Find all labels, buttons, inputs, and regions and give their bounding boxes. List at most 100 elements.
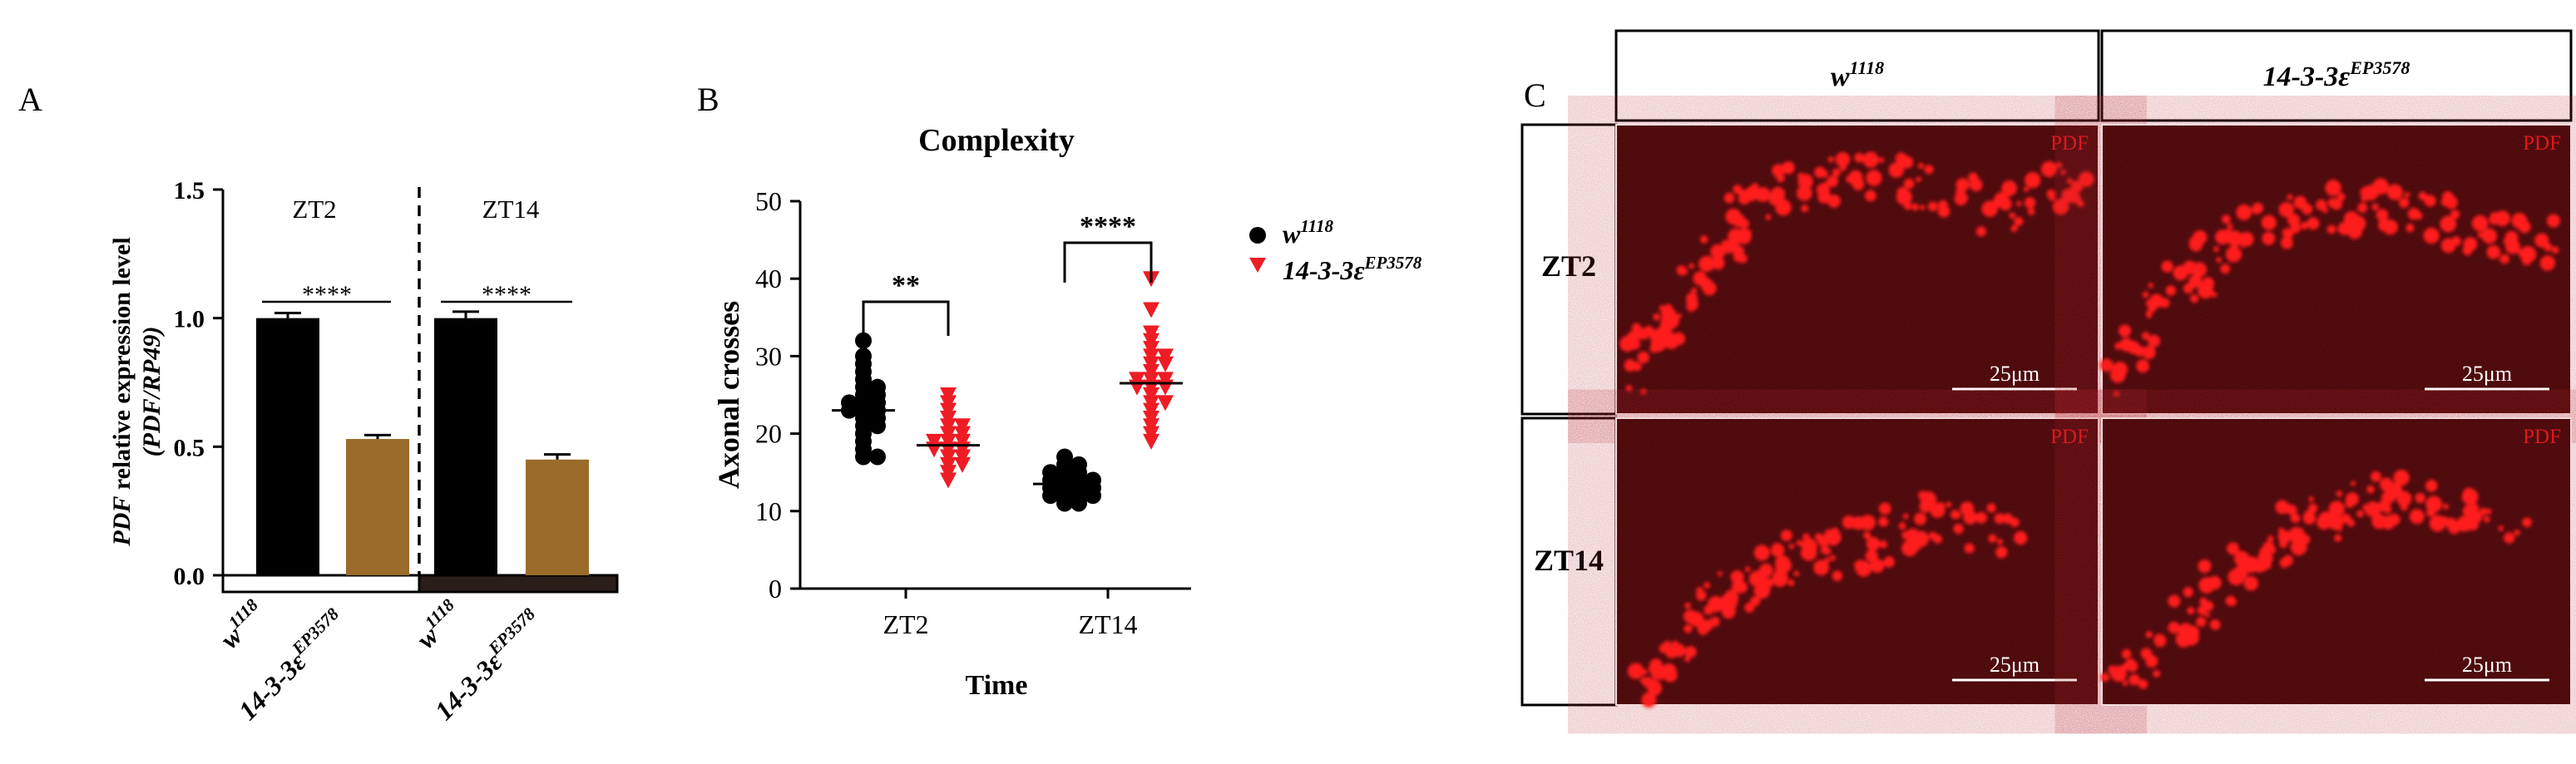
micrograph-varicosity <box>1863 531 1871 540</box>
micrograph-varicosity <box>2270 547 2277 554</box>
micrograph-varicosity <box>2337 221 2351 235</box>
panel-letter-a: A <box>18 81 42 118</box>
micrograph-varicosity <box>2423 227 2440 244</box>
micrograph-varicosity <box>1832 168 1841 177</box>
micrograph-channel-label: PDF <box>2523 426 2561 448</box>
micrograph-varicosity <box>1868 170 1881 183</box>
micrograph-varicosity <box>1723 590 1739 606</box>
panel-b-point-mut <box>1157 356 1174 372</box>
micrograph-varicosity <box>2208 575 2222 590</box>
micrograph-varicosity <box>2136 359 2150 373</box>
row-header-zt14: ZT14 <box>1534 544 1604 577</box>
micrograph-varicosity <box>1883 556 1895 568</box>
micrograph-varicosity <box>1730 209 1738 217</box>
micrograph-varicosity <box>2055 161 2063 169</box>
micrograph-varicosity <box>1625 385 1633 392</box>
panel-b-sig-zt2: ** <box>892 270 920 301</box>
micrograph-varicosity <box>2357 202 2368 214</box>
micrograph-varicosity <box>1854 152 1865 163</box>
micrograph-varicosity <box>1832 570 1843 581</box>
micrograph-varicosity <box>2287 194 2293 200</box>
micrograph-varicosity <box>1744 602 1755 613</box>
micrograph-varicosity <box>2225 595 2237 606</box>
micrograph-varicosity <box>1940 205 1948 213</box>
panel-a-sig-zt2: **** <box>302 281 352 308</box>
micrograph-varicosity <box>1746 229 1752 234</box>
micrograph-varicosity <box>2462 245 2473 256</box>
micrograph-varicosity <box>1684 624 1693 633</box>
micrograph-varicosity <box>2183 587 2193 598</box>
micrograph-varicosity <box>2215 229 2230 245</box>
micrograph-varicosity <box>1903 178 1915 190</box>
panel-b-point-wt <box>1070 495 1087 512</box>
micrograph-varicosity <box>2070 180 2084 193</box>
micrograph-varicosity <box>2010 224 2018 233</box>
panel-b-y-ticks: 0 10 20 30 40 50 <box>755 186 800 604</box>
micrograph-varicosity <box>1975 226 1987 237</box>
panel-b-point-wt <box>855 448 872 466</box>
micrograph-varicosity <box>2376 182 2387 193</box>
micrograph-varicosity <box>2351 481 2356 486</box>
micrograph-varicosity <box>2278 202 2295 218</box>
micrograph-varicosity <box>2498 525 2504 531</box>
micrograph-varicosity <box>1696 587 1703 594</box>
micrograph-varicosity <box>1866 536 1881 551</box>
panel-a-sig-zt14: **** <box>482 281 532 308</box>
micrograph-varicosity <box>1827 156 1834 163</box>
micrograph-varicosity <box>2463 487 2475 500</box>
panel-a-bars <box>256 310 589 575</box>
micrograph-varicosity <box>2069 192 2081 204</box>
micrograph-varicosity <box>2161 260 2173 273</box>
micrograph-varicosity <box>1699 274 1705 280</box>
micrograph-varicosity <box>1835 151 1851 167</box>
micrograph-varicosity <box>1824 529 1832 536</box>
micrograph-varicosity <box>1788 543 1795 550</box>
micrograph-varicosity <box>1627 663 1644 679</box>
micrograph-channel-label: PDF <box>2050 132 2089 155</box>
row-header-zt2-box <box>1520 123 1618 416</box>
micrograph-varicosity <box>2539 255 2556 271</box>
micrograph-varicosity <box>1927 201 1938 212</box>
micrograph-varicosity <box>2334 534 2342 542</box>
panel-a-y-tick-label: 0.5 <box>174 434 205 461</box>
micrograph-varicosity <box>1951 510 1960 520</box>
micrograph-varicosity <box>1902 513 1909 520</box>
micrograph-varicosity <box>1773 543 1781 550</box>
micrograph-varicosity <box>2198 283 2214 299</box>
micrograph-varicosity <box>1917 162 1925 170</box>
micrograph-varicosity <box>1639 677 1648 685</box>
micrograph-varicosity <box>2307 217 2320 230</box>
micrograph-varicosity <box>2153 669 2161 678</box>
micrograph-varicosity <box>1903 201 1912 210</box>
micrograph-varicosity <box>2149 293 2164 308</box>
micrograph-varicosity <box>2014 216 2024 226</box>
micrograph-varicosity <box>2262 231 2276 245</box>
panel-b-y-tick-label: 0 <box>769 574 782 604</box>
micrograph-varicosity <box>1862 151 1879 168</box>
micrograph-varicosity <box>1725 208 1742 225</box>
micrograph-varicosity <box>2481 228 2498 244</box>
panel-a-y-tick-label: 0.0 <box>174 563 205 590</box>
panel-b-x-ticks: ZT2 ZT14 <box>883 589 1138 639</box>
micrograph-varicosity <box>2198 559 2212 574</box>
micrograph-varicosity <box>2119 324 2132 338</box>
panel-b-point-mut <box>1143 433 1159 450</box>
micrograph-varicosity <box>1919 500 1932 513</box>
micrograph-varicosity <box>2336 490 2343 497</box>
micrograph-varicosity <box>2347 225 2362 239</box>
micrograph-varicosity <box>2066 178 2073 185</box>
micrograph-varicosity <box>2145 631 2153 638</box>
panel-b-sig-bracket-zt14 <box>1063 241 1153 283</box>
micrograph-varicosity <box>2112 362 2129 377</box>
micrograph-varicosity <box>2110 665 2127 683</box>
micrograph-varicosity <box>1713 246 1724 259</box>
micrograph-varicosity <box>1751 183 1759 190</box>
micrograph-varicosity <box>2014 530 2028 545</box>
panel-b-point-mut <box>1157 395 1174 412</box>
micrograph-varicosity <box>1637 351 1650 364</box>
micrograph-varicosity <box>1827 195 1841 208</box>
micrograph-varicosity <box>2024 197 2036 209</box>
micrograph-varicosity <box>1646 678 1659 692</box>
micrograph-varicosity <box>1723 192 1735 204</box>
micrograph-varicosity <box>1738 229 1748 239</box>
